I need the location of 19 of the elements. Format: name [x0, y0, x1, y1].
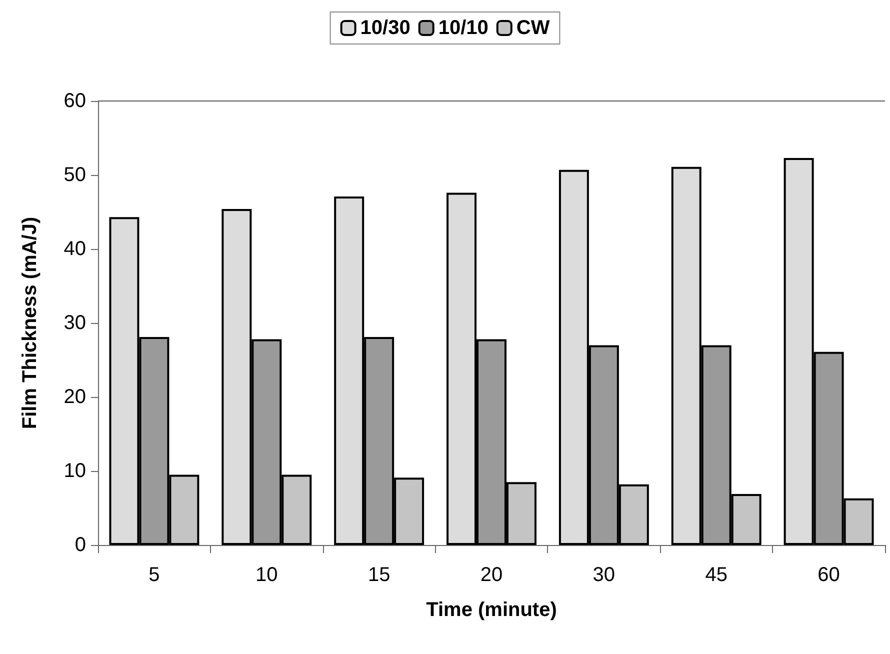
- y-tick-label: 0: [74, 534, 86, 556]
- x-tick-label: 20: [480, 564, 503, 586]
- x-tick-label: 30: [592, 564, 616, 586]
- x-tick-label: 5: [148, 564, 160, 586]
- legend-label: CW: [516, 17, 550, 39]
- x-axis-title: Time (minute): [426, 599, 557, 621]
- y-axis-title: Film Thickness (mA/J): [19, 216, 41, 430]
- x-tick-label: 15: [368, 564, 390, 586]
- y-tick-label: 50: [64, 164, 86, 186]
- x-tick-label: 45: [705, 564, 728, 586]
- y-tick-label: 20: [64, 386, 86, 408]
- y-tick-label: 40: [64, 238, 86, 260]
- x-tick-label: 10: [256, 564, 278, 586]
- legend-label: 10/10: [438, 17, 488, 39]
- y-tick-label: 10: [64, 460, 86, 482]
- x-tick-label: 60: [818, 564, 840, 586]
- y-tick-label: 30: [64, 312, 86, 334]
- legend-label: 10/30: [360, 17, 410, 39]
- y-tick-label: 60: [64, 90, 86, 112]
